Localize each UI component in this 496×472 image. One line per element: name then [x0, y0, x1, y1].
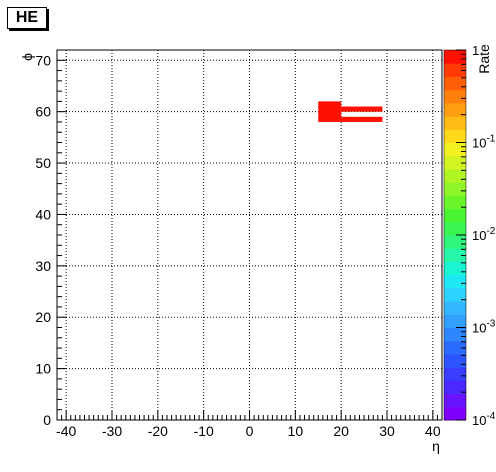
- palette-swatch: [444, 406, 466, 421]
- palette-swatch: [444, 340, 466, 355]
- palette-swatch: [444, 327, 466, 342]
- palette-swatch: [444, 102, 466, 117]
- heatmap-cell: [341, 116, 383, 122]
- y-tick-label: 70: [35, 52, 51, 68]
- palette-swatch: [444, 287, 466, 302]
- z-tick-label: 10-3: [472, 319, 496, 336]
- palette-swatch: [444, 195, 466, 210]
- palette-swatch: [444, 248, 466, 262]
- chart-title: HE: [7, 7, 47, 29]
- x-tick-label: 10: [288, 423, 304, 439]
- palette-swatch: [444, 221, 466, 236]
- plot-border: [56, 49, 443, 421]
- palette-swatch: [444, 393, 466, 408]
- y-tick-label: 30: [35, 258, 51, 274]
- z-tick-label: 10-2: [472, 226, 496, 243]
- palette-swatch: [444, 380, 466, 395]
- x-tick-label: 30: [379, 423, 395, 439]
- x-tick-label: 20: [333, 423, 349, 439]
- y-tick-label: 20: [35, 309, 51, 325]
- z-tick-label: 10-4: [472, 411, 496, 428]
- heatmap-cells: [318, 101, 383, 122]
- color-palette: [443, 49, 467, 421]
- y-tick-label: 60: [35, 104, 51, 120]
- palette-swatch: [444, 89, 466, 104]
- y-tick-label: 40: [35, 206, 51, 222]
- palette-swatch: [444, 76, 466, 91]
- palette-swatch: [444, 367, 466, 381]
- palette-swatch: [444, 261, 466, 276]
- x-tick-label: 0: [246, 423, 254, 439]
- z-tick-label: 1: [472, 43, 479, 58]
- palette-swatch: [444, 129, 466, 143]
- palette-swatch: [444, 50, 466, 64]
- palette-swatch: [444, 235, 466, 249]
- z-axis-label: Rate: [476, 44, 492, 74]
- x-tick-label: -10: [194, 423, 214, 439]
- palette-swatch: [444, 353, 466, 368]
- x-axis-ticks: -40 -30 -20 -10 0 10 20 30 40: [56, 410, 443, 439]
- heatmap-cell: [341, 106, 383, 112]
- palette-swatch: [444, 63, 466, 77]
- palette-swatch: [444, 116, 466, 130]
- x-tick-label: 40: [425, 423, 441, 439]
- y-tick-label: 0: [43, 412, 51, 428]
- x-axis-label: η: [432, 438, 440, 454]
- plot-frame: [56, 49, 443, 421]
- y-tick-label: 10: [35, 361, 51, 377]
- palette-swatch: [444, 208, 466, 223]
- palette-swatch: [444, 155, 466, 170]
- palette-swatch: [444, 314, 466, 328]
- x-tick-label: -20: [148, 423, 168, 439]
- y-axis-label: ϕ: [19, 53, 35, 61]
- palette-swatch: [444, 182, 466, 196]
- palette-swatch: [444, 301, 466, 315]
- palette-swatch: [444, 142, 466, 157]
- z-tick-label: 10-1: [472, 134, 496, 151]
- x-tick-label: -30: [102, 423, 122, 439]
- heatmap-cell: [318, 101, 342, 122]
- y-tick-label: 50: [35, 155, 51, 171]
- y-axis-ticks: 0 10 20 30 40 50 60 70: [35, 49, 67, 428]
- grid-lines: [57, 50, 442, 421]
- palette-swatch: [444, 274, 466, 289]
- palette-swatch: [444, 168, 466, 183]
- z-axis-ticks: 10-4 10-3 10-2 10-1 1: [456, 43, 496, 428]
- x-tick-label: -40: [56, 423, 76, 439]
